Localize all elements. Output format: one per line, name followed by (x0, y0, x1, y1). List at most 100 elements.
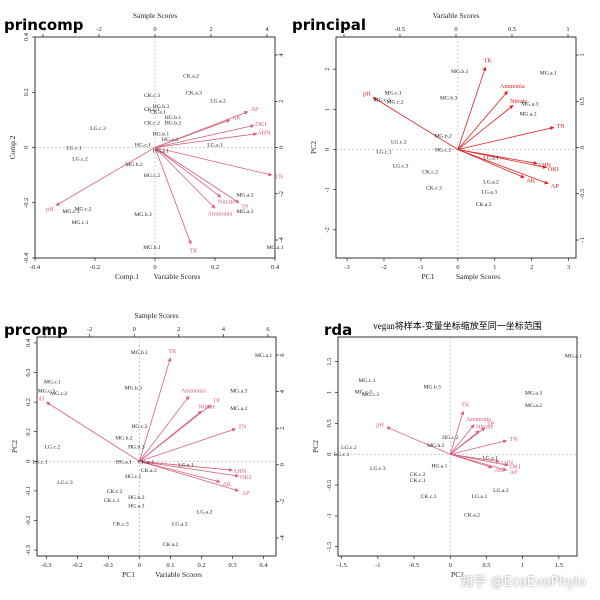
variable-arrow (450, 453, 509, 467)
sample-label: HG.c.2 (435, 148, 451, 154)
variable-label: Ammonia (466, 416, 491, 423)
panel-title: principal (292, 16, 366, 34)
variable-arrow (139, 357, 172, 462)
x-tick-label: -0.2 (90, 264, 100, 271)
sample-label: HG.b.2 (128, 495, 145, 501)
sample-label: LG.c.2 (341, 445, 357, 451)
y-tick-label: 0.5 (326, 419, 333, 427)
variable-arrow (154, 119, 231, 148)
top-tick-label: 0 (153, 26, 156, 33)
variable-label: OKI (240, 474, 251, 481)
variable-arrow (45, 401, 140, 462)
right-tick-label: 1 (579, 53, 586, 56)
sample-label: HG.b.3 (128, 445, 145, 451)
right-tick-label: -4 (278, 237, 285, 243)
sample-label: MG.a.2 (519, 111, 536, 117)
top-axis-label: Variable Scores (433, 11, 480, 20)
sample-label: LG.a.2 (483, 180, 499, 186)
sample-label: LG.c.1 (32, 459, 48, 465)
x-tick-label: -1 (418, 264, 423, 271)
plot-frame (337, 336, 578, 557)
x-tick-label: 3 (567, 264, 570, 271)
sample-label: MG.b.3 (125, 385, 143, 391)
sample-label: CK.c.1 (144, 107, 160, 113)
sample-label: CK.a.3 (141, 468, 157, 474)
y-tick-label: -1 (324, 187, 331, 192)
sample-label: CK.a.2 (163, 542, 179, 548)
right-tick-label: 0 (279, 463, 286, 466)
sample-label: MG.b.2 (434, 133, 452, 139)
sample-label: CK.a.1 (138, 459, 154, 465)
x-tick-label: 0.4 (260, 562, 269, 569)
x-tick-label: 0.5 (482, 562, 490, 569)
sample-label: LG.a.1 (483, 156, 499, 162)
sample-label: HG.c.2 (131, 424, 147, 430)
x-tick-label: -1.5 (336, 562, 346, 569)
y-tick-label: -1 (326, 513, 333, 518)
sample-label: LG.c.1 (66, 146, 82, 152)
x-tick-label: -0.3 (41, 562, 51, 569)
variable-label: OKI (510, 464, 521, 471)
sample-label: CK.c.3 (421, 494, 437, 500)
right-tick-label: 4 (279, 389, 286, 393)
variable-arrow (139, 460, 240, 492)
sample-label: MG.a.1 (255, 353, 272, 359)
sample-label: LG.c.3 (393, 164, 409, 170)
y-tick-label: -0.4 (23, 252, 30, 263)
top-tick-label: 0.5 (508, 26, 516, 33)
variable-label: AP (251, 106, 259, 113)
y-tick-label: 1.5 (326, 358, 333, 366)
sample-label: MG.c.3 (62, 209, 79, 215)
right-tick-label: -2 (279, 499, 286, 504)
y-tick-label: 0 (25, 460, 32, 463)
sample-label: HG.c.2 (442, 435, 458, 441)
variable-label: AK (222, 481, 231, 488)
bottom-axis-label: Comp.1 (115, 272, 139, 281)
sample-label: MG.a.3 (525, 391, 542, 397)
top-tick-label: -4 (40, 26, 46, 33)
left-axis-label: PC2 (309, 141, 318, 154)
variable-label: TN (238, 423, 247, 430)
sample-label: MG.b.2 (125, 162, 143, 168)
variable-label: AK (494, 467, 503, 474)
sample-label: LG.c.3 (57, 480, 73, 486)
panel-title: princomp (4, 16, 84, 34)
sample-label: LG.c.1 (376, 150, 392, 156)
sample-label: LG.c.2 (45, 445, 61, 451)
y-tick-label: 0.1 (25, 428, 32, 436)
right-tick-label: -1 (579, 237, 586, 242)
sample-label: MG.b.2 (427, 443, 445, 449)
variable-label: AK (232, 114, 241, 121)
sample-label: CK.a.2 (476, 202, 492, 208)
variable-arrow (139, 410, 202, 462)
plot-frame (36, 336, 277, 557)
variable-arrow (139, 460, 240, 478)
chart-title: vegan将样本-变量坐标缩放至同一坐标范围 (373, 320, 542, 331)
x-tick-label: 1 (521, 562, 524, 569)
sample-label: CK.c.3 (113, 521, 129, 527)
sample-label: LG.c.2 (391, 139, 407, 145)
sample-label: MG.a.1 (540, 70, 557, 76)
watermark: 知乎 @EcoEvoPhylo (460, 575, 586, 590)
sample-label: CK.c.2 (107, 489, 123, 495)
variable-label: TN (275, 174, 284, 181)
panel-title: prcomp (4, 321, 68, 339)
x-tick-label: -0.5 (409, 562, 419, 569)
variable-label: TK (461, 401, 470, 408)
sample-label: MG.c.3 (38, 388, 55, 394)
variable-arrow (450, 439, 508, 455)
top-tick-label: 2 (209, 26, 212, 33)
variable-label: AHN (257, 130, 271, 137)
variable-label: Ammonia (181, 388, 206, 395)
variable-arrow (154, 147, 192, 245)
variable-arrow (154, 147, 216, 209)
variable-label: AP (551, 183, 559, 190)
right-tick-label: 2 (278, 100, 285, 103)
panel-rda: rda vegan将样本-变量坐标缩放至同一坐标范围 -1.5 -1 -0.5 0 0.5 1… (311, 320, 582, 579)
y-tick-label: 2 (324, 68, 331, 71)
sample-label: LG.c.3 (90, 126, 106, 132)
variable-arrow (386, 426, 451, 455)
right-tick-label: -2 (278, 191, 285, 196)
right-tick-label: 0 (579, 146, 586, 149)
sample-label: LG.a.3 (172, 521, 188, 527)
